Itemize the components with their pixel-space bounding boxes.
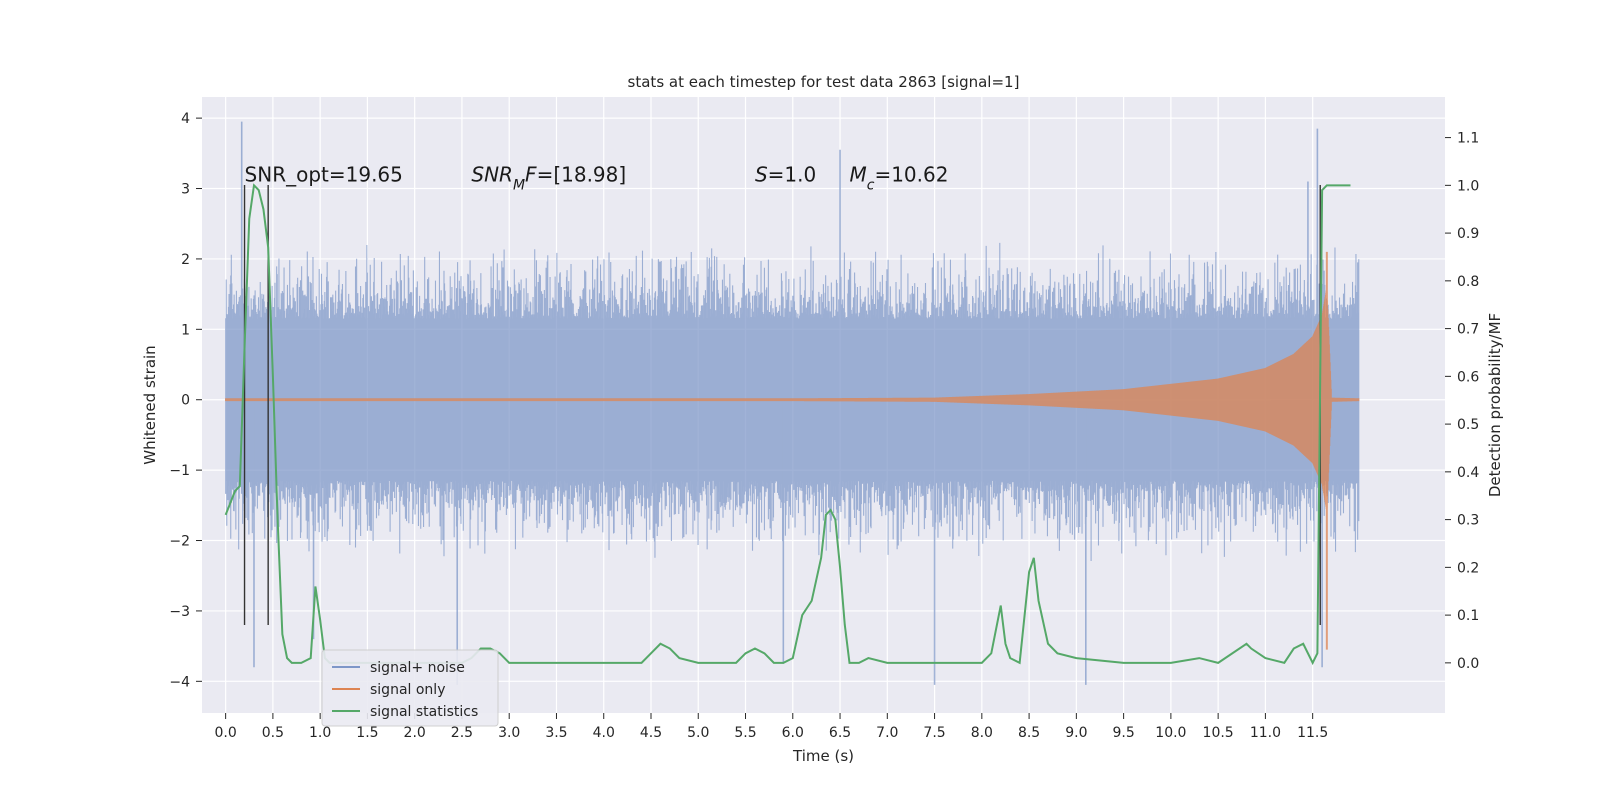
y2-tick-label: 0.6 bbox=[1457, 369, 1479, 385]
x-tick-label: 4.0 bbox=[593, 725, 615, 741]
x-tick-label: 6.5 bbox=[829, 725, 851, 741]
x-tick-label: 10.0 bbox=[1155, 725, 1186, 741]
x-tick-label: 1.5 bbox=[356, 725, 378, 741]
x-tick-label: 8.5 bbox=[1018, 725, 1040, 741]
x-tick-label: 5.5 bbox=[734, 725, 756, 741]
x-tick-label: 9.5 bbox=[1112, 725, 1134, 741]
x-tick-label: 5.0 bbox=[687, 725, 709, 741]
y-tick-label: −4 bbox=[169, 674, 190, 690]
annotation-3: S=1.0 bbox=[755, 162, 816, 186]
y2-tick-label: 0.9 bbox=[1457, 226, 1479, 242]
y-tick-label: 4 bbox=[181, 111, 190, 127]
y-tick-label: −3 bbox=[169, 604, 190, 620]
x-tick-label: 10.5 bbox=[1203, 725, 1234, 741]
annotation-2: SNRMF=[18.98] bbox=[471, 162, 626, 193]
x-tick-label: 1.0 bbox=[309, 725, 331, 741]
y2-tick-label: 0.4 bbox=[1457, 465, 1479, 481]
y2-axis-ticks: 1.1 1.0 0.9 0.8 0.7 0.6 0.5 0.4 0.3 0.2 0.1 0.0 bbox=[1445, 131, 1479, 672]
x-tick-label: 4.5 bbox=[640, 725, 662, 741]
x-tick-label: 8.0 bbox=[971, 725, 993, 741]
x-tick-label: 3.0 bbox=[498, 725, 520, 741]
series-signal-only bbox=[225, 251, 1360, 650]
y-axis-ticks: 4 3 2 1 0 −1 −2 −3 −4 bbox=[169, 111, 202, 690]
legend: signal+ noise signal only signal statistic… bbox=[321, 649, 499, 727]
x-tick-label: 0.5 bbox=[262, 725, 284, 741]
y-tick-label: 0 bbox=[181, 393, 190, 409]
y-tick-label: −1 bbox=[169, 463, 190, 479]
x-tick-label: 6.0 bbox=[782, 725, 804, 741]
x-axis-ticks: 0.0 0.5 1.0 1.5 2.0 2.5 3.0 3.5 4.0 4.5 5.0 5.5 6.0 6… bbox=[214, 713, 1328, 741]
x-tick-label: 0.0 bbox=[214, 725, 236, 741]
y2-axis-label: Detection probability/MF bbox=[1486, 313, 1504, 497]
x-tick-label: 9.0 bbox=[1065, 725, 1087, 741]
y-axis-label: Whitened strain bbox=[141, 345, 159, 464]
legend-entry: signal only bbox=[370, 682, 445, 698]
y-tick-label: 2 bbox=[181, 252, 190, 268]
chart-title: stats at each timestep for test data 286… bbox=[628, 73, 1020, 91]
y-tick-label: 3 bbox=[181, 182, 190, 198]
x-tick-label: 2.5 bbox=[451, 725, 473, 741]
legend-box bbox=[321, 649, 499, 727]
x-tick-label: 7.0 bbox=[876, 725, 898, 741]
y2-tick-label: 0.3 bbox=[1457, 513, 1479, 529]
y-tick-label: 1 bbox=[181, 322, 190, 338]
y2-tick-label: 1.1 bbox=[1457, 131, 1479, 147]
y2-tick-label: 1.0 bbox=[1457, 178, 1479, 194]
annotation-4: Mc=10.62 bbox=[849, 162, 948, 193]
y2-tick-label: 0.2 bbox=[1457, 560, 1479, 576]
x-tick-label: 7.5 bbox=[923, 725, 945, 741]
y2-tick-label: 0.0 bbox=[1457, 656, 1479, 672]
y2-tick-label: 0.1 bbox=[1457, 608, 1479, 624]
annotation-1: SNR_opt=19.65 bbox=[245, 162, 403, 186]
x-tick-label: 3.5 bbox=[545, 725, 567, 741]
legend-entry: signal+ noise bbox=[370, 660, 465, 676]
y-tick-label: −2 bbox=[169, 534, 190, 550]
y2-tick-label: 0.5 bbox=[1457, 417, 1479, 433]
legend-entry: signal statistics bbox=[370, 704, 478, 720]
series-signal-statistics bbox=[224, 183, 1351, 666]
x-tick-label: 11.5 bbox=[1297, 725, 1328, 741]
x-axis-label: Time (s) bbox=[792, 747, 854, 765]
x-tick-label: 11.0 bbox=[1250, 725, 1281, 741]
signal-trace bbox=[225, 288, 1360, 512]
y2-tick-label: 0.7 bbox=[1457, 322, 1479, 338]
x-tick-label: 2.0 bbox=[404, 725, 426, 741]
y2-tick-label: 0.8 bbox=[1457, 274, 1479, 290]
